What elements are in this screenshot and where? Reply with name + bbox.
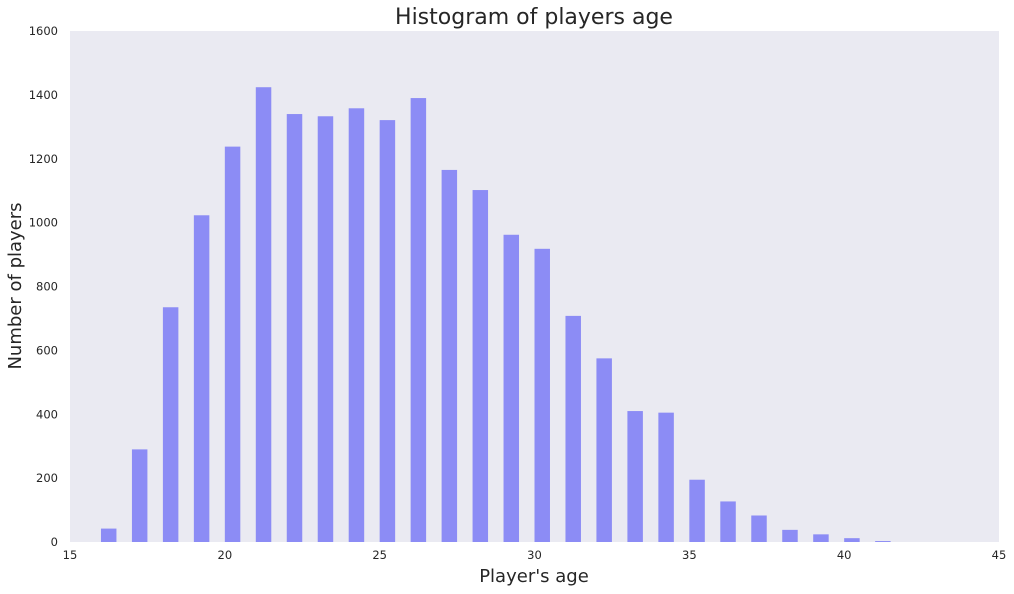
y-tick-label: 1600 — [29, 24, 58, 38]
histogram-bar — [720, 501, 736, 542]
y-tick-labels: 0 200 400 600 800 1000 1200 1400 1600 — [29, 24, 58, 549]
histogram-bar — [875, 541, 891, 542]
histogram-bar — [751, 515, 767, 542]
histogram-bar — [689, 479, 705, 542]
histogram-bar — [162, 307, 179, 542]
histogram-bar — [100, 528, 117, 542]
histogram-bar — [255, 87, 272, 543]
y-tick-label: 1400 — [29, 88, 58, 102]
y-tick-label: 200 — [36, 471, 58, 485]
histogram-bar — [193, 215, 210, 543]
histogram-bar — [596, 358, 612, 542]
histogram-bar — [379, 120, 396, 542]
x-tick-label: 30 — [527, 548, 542, 562]
y-tick-label: 600 — [36, 343, 58, 357]
x-tick-label: 40 — [837, 548, 852, 562]
x-tick-label: 45 — [992, 548, 1007, 562]
histogram-bar — [627, 411, 643, 542]
bars-group — [100, 87, 891, 543]
histogram-bar — [410, 98, 427, 542]
histogram-bar — [658, 412, 674, 542]
y-axis-label: Number of players — [5, 202, 26, 369]
x-axis-label: Player's age — [479, 566, 589, 587]
histogram-bar — [565, 315, 581, 542]
histogram-bar — [224, 146, 241, 542]
x-tick-label: 35 — [682, 548, 697, 562]
x-tick-labels: 15 20 25 30 35 40 45 — [63, 548, 1007, 562]
histogram-bar — [844, 538, 860, 542]
y-tick-label: 800 — [36, 280, 58, 294]
y-tick-label: 400 — [36, 407, 58, 421]
y-tick-label: 1000 — [29, 216, 58, 230]
y-tick-label: 0 — [51, 535, 58, 549]
x-tick-label: 15 — [63, 548, 78, 562]
histogram-bar — [131, 449, 148, 542]
histogram-bar — [503, 234, 520, 543]
histogram-bar — [441, 169, 458, 542]
histogram-bar — [317, 116, 334, 542]
histogram-bar — [782, 529, 798, 542]
histogram-bar — [534, 248, 550, 542]
histogram-bar — [286, 114, 303, 542]
chart-title: Histogram of players age — [395, 5, 673, 30]
x-tick-label: 25 — [372, 548, 387, 562]
histogram-bar — [813, 534, 829, 542]
histogram-bar — [348, 108, 365, 542]
y-tick-label: 1200 — [29, 152, 58, 166]
x-tick-label: 20 — [218, 548, 233, 562]
histogram-bar — [472, 190, 489, 542]
